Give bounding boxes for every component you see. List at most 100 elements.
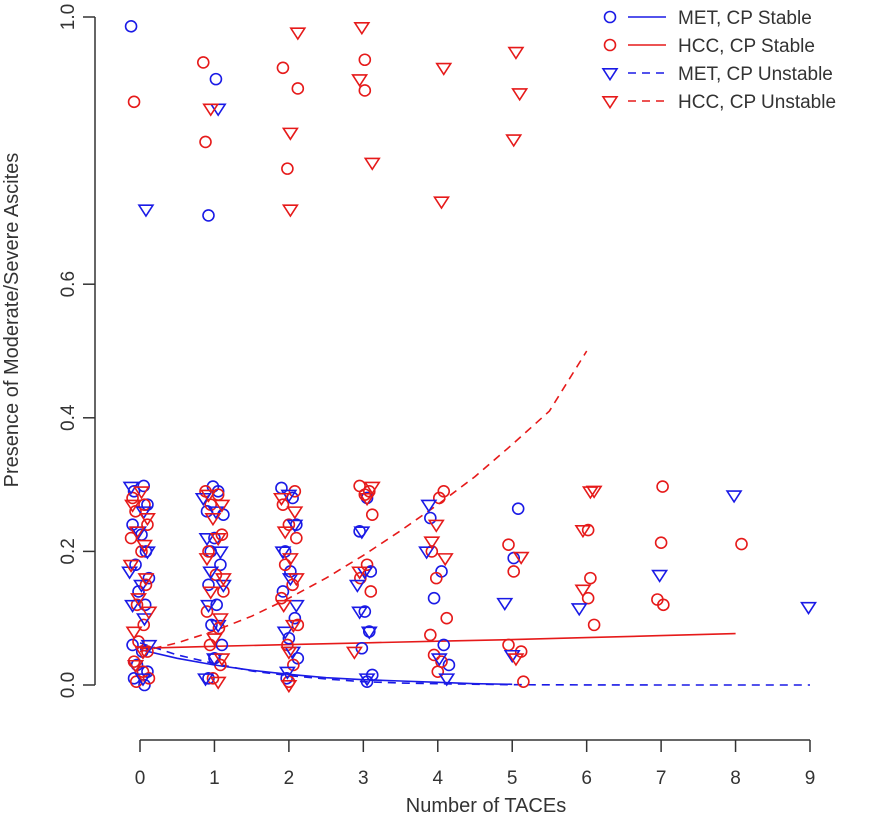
data-point — [138, 678, 151, 692]
data-point — [202, 566, 220, 580]
data-point — [275, 591, 288, 605]
data-point — [210, 598, 223, 612]
data-point — [657, 598, 670, 612]
data-point — [204, 512, 222, 527]
data-point — [275, 599, 293, 613]
data-point — [281, 162, 294, 175]
data-point — [197, 673, 214, 687]
data-point — [651, 569, 669, 583]
x-axis-label: Number of TACEs — [406, 795, 566, 817]
data-point — [137, 573, 155, 587]
data-point — [430, 653, 448, 667]
data-point — [126, 638, 139, 652]
data-point — [126, 491, 139, 505]
data-point — [138, 498, 151, 511]
fitted-curves — [139, 350, 810, 686]
data-point — [351, 606, 369, 620]
data-point — [570, 603, 588, 617]
data-point — [205, 618, 218, 632]
data-point — [360, 558, 374, 572]
data-point — [135, 506, 153, 520]
data-point — [574, 525, 592, 539]
data-point — [124, 599, 142, 613]
data-point — [202, 586, 220, 600]
x-tick-label: 0 — [135, 768, 146, 789]
data-point — [208, 531, 221, 545]
data-point — [139, 578, 153, 592]
data-point — [418, 546, 436, 560]
data-point — [507, 565, 521, 578]
data-point — [127, 484, 141, 498]
data-point — [134, 673, 152, 687]
data-point — [142, 571, 156, 585]
data-point — [200, 605, 214, 618]
data-point — [725, 490, 743, 504]
data-point — [436, 553, 454, 567]
data-point — [360, 675, 374, 688]
data-point — [353, 526, 371, 540]
data-point — [435, 62, 453, 76]
data-point — [288, 484, 302, 498]
data-point — [125, 626, 143, 640]
x-ticks: 0 1 2 3 4 5 6 7 8 9 — [135, 740, 816, 789]
data-point — [276, 585, 290, 598]
data-point — [432, 491, 446, 505]
data-point — [138, 598, 152, 612]
data-point — [276, 626, 294, 640]
data-point — [202, 545, 215, 558]
data-point — [291, 82, 305, 95]
data-point — [353, 525, 366, 538]
data-point — [511, 502, 525, 515]
data-point — [202, 672, 215, 685]
data-point — [584, 571, 597, 585]
data-point — [142, 672, 156, 685]
data-point — [363, 157, 381, 171]
data-point — [127, 95, 141, 109]
x-tick-label: 2 — [284, 768, 295, 789]
data-point — [138, 512, 156, 527]
data-point — [127, 655, 141, 668]
data-point — [282, 518, 296, 531]
data-point — [503, 649, 521, 664]
series-points — [124, 20, 525, 692]
data-point — [427, 519, 445, 533]
data-point — [274, 546, 292, 560]
series-points — [124, 53, 748, 688]
data-point — [574, 584, 592, 598]
y-ticks: 0.0 0.2 0.4 0.6 1.0 — [58, 4, 95, 698]
data-point — [505, 134, 523, 148]
series-points — [121, 103, 817, 687]
data-point — [364, 585, 378, 598]
legend: MET, CP Stable HCC, CP Stable MET, CP Unst… — [601, 8, 836, 113]
data-point — [276, 526, 294, 540]
data-point — [135, 539, 153, 553]
y-tick-label: 0.0 — [58, 672, 79, 698]
data-point — [512, 551, 530, 565]
legend-marker — [603, 38, 617, 52]
fit-line — [139, 648, 513, 686]
data-point — [502, 638, 515, 652]
data-point — [128, 526, 146, 540]
data-point — [202, 578, 215, 592]
data-point — [209, 103, 227, 117]
data-point — [496, 597, 514, 611]
data-point — [420, 499, 438, 513]
data-point — [423, 536, 441, 550]
y-tick-label: 0.6 — [58, 271, 79, 297]
series-points — [122, 22, 603, 694]
data-point — [140, 606, 158, 620]
data-point — [517, 675, 530, 688]
data-point — [200, 489, 217, 503]
data-point — [199, 135, 212, 149]
data-point — [288, 611, 302, 625]
data-point — [581, 523, 595, 537]
x-tick-label: 5 — [507, 768, 518, 789]
data-point — [581, 486, 599, 500]
x-tick-label: 9 — [805, 768, 816, 789]
data-point — [291, 618, 305, 632]
data-point — [198, 533, 216, 547]
data-point — [440, 611, 454, 625]
data-point — [353, 22, 371, 36]
data-point — [275, 481, 288, 495]
